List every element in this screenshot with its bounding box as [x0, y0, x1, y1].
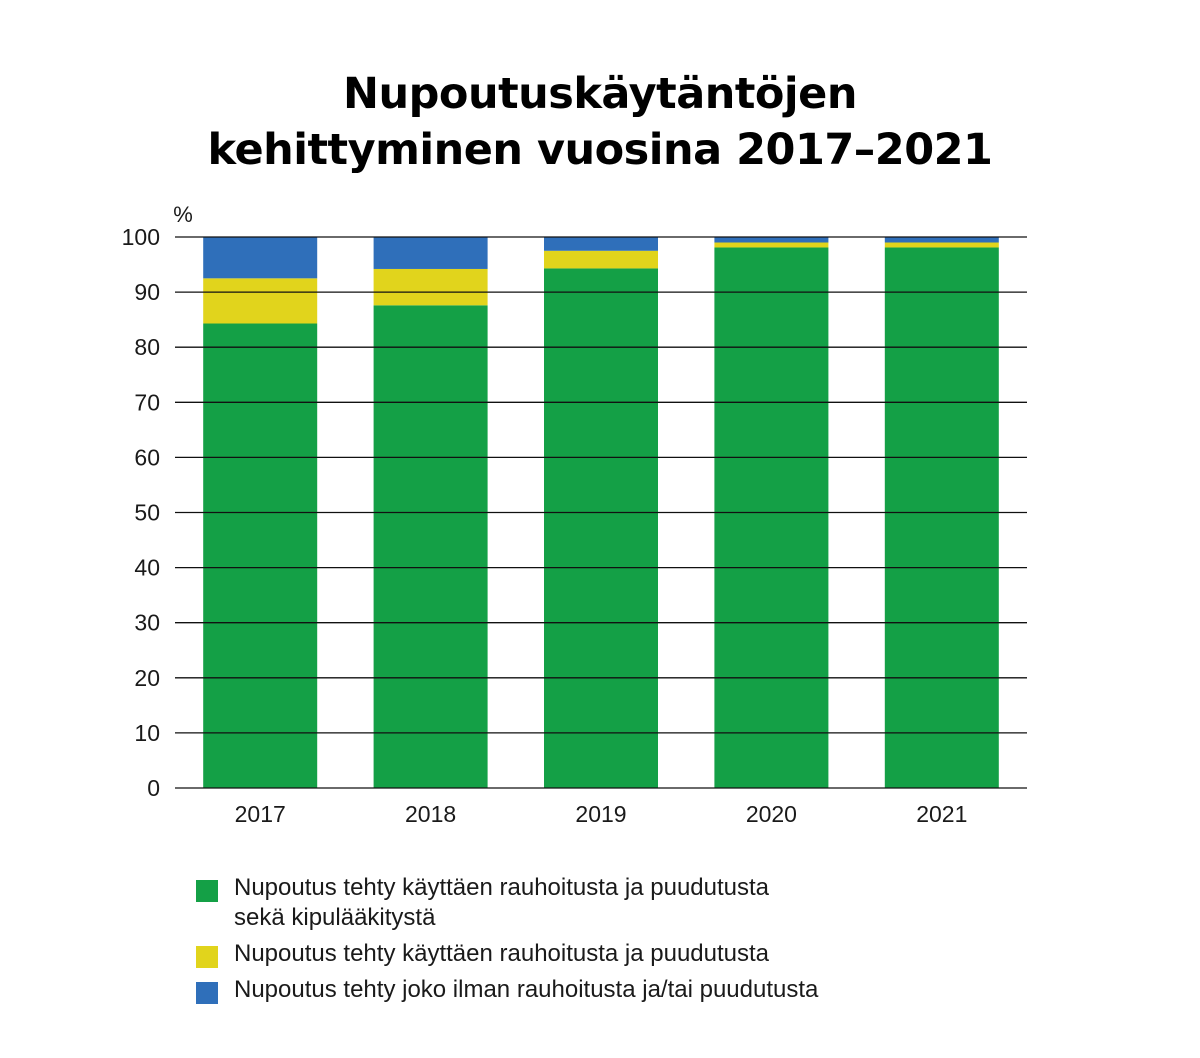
x-tick-label: 2018 [405, 801, 456, 827]
bar-2020-series-3 [714, 237, 829, 243]
bar-2018-series-3 [373, 237, 488, 269]
x-tick-label: 2019 [575, 801, 626, 827]
stacked-bar-chart: % 2017 2018 2019 2020 2021 0 10 20 30 40 50 60 70 80 90… [122, 202, 1027, 827]
legend-swatch-yellow [196, 946, 218, 968]
bar-2021-series-3 [884, 237, 999, 243]
bar-2021-series-2 [884, 242, 999, 248]
legend-label: Nupoutus tehty joko ilman rauhoitusta ja… [234, 976, 819, 1003]
legend-item-sedation-and-anesthesia: Nupoutus tehty käyttäen rauhoitusta ja p… [196, 939, 994, 969]
legend-swatch-blue [196, 982, 218, 1004]
y-axis-unit-label: % [173, 202, 193, 227]
y-tick-label: 90 [134, 279, 160, 305]
legend-item-without-sedation: Nupoutus tehty joko ilman rauhoitusta ja… [196, 975, 994, 1005]
bar-2020-series-1 [714, 247, 829, 788]
legend-swatch-green [196, 880, 218, 902]
legend-label: Nupoutus tehty käyttäen rauhoitusta ja p… [234, 940, 770, 967]
y-tick-label: 100 [122, 224, 160, 250]
bar-2021-series-1 [884, 247, 999, 788]
title-line-1: Nupoutuskäytäntöjen [343, 69, 857, 119]
y-tick-label: 50 [134, 500, 160, 526]
y-tick-label: 80 [134, 334, 160, 360]
y-tick-label: 60 [134, 444, 160, 470]
y-tick-label: 40 [134, 555, 160, 581]
legend: Nupoutus tehty käyttäen rauhoitusta ja p… [196, 873, 994, 1011]
chart-title: Nupoutuskäytäntöjen kehittyminen vuosina… [0, 66, 1200, 178]
title-line-2: kehittyminen vuosina 2017–2021 [207, 125, 993, 175]
y-tick-label: 0 [147, 775, 160, 801]
bar-2018-series-2 [373, 268, 488, 306]
bar-2017-series-2 [203, 278, 318, 324]
y-tick-label: 70 [134, 389, 160, 415]
bar-2020-series-2 [714, 242, 829, 248]
bar-2019-series-3 [544, 237, 658, 251]
y-tick-label: 10 [134, 720, 160, 746]
bar-2019-series-1 [544, 268, 658, 789]
bar-2019-series-2 [544, 250, 658, 269]
y-tick-label: 20 [134, 665, 160, 691]
legend-label: Nupoutus tehty käyttäen rauhoitusta ja p… [234, 874, 770, 931]
y-tick-label: 30 [134, 610, 160, 636]
x-tick-label: 2017 [235, 801, 286, 827]
x-tick-label: 2020 [746, 801, 797, 827]
legend-item-with-pain-medication: Nupoutus tehty käyttäen rauhoitusta ja p… [196, 873, 994, 933]
bar-2017-series-1 [203, 323, 318, 788]
bar-2017-series-3 [203, 237, 318, 279]
bar-2018-series-1 [373, 305, 488, 788]
x-tick-label: 2021 [916, 801, 967, 827]
